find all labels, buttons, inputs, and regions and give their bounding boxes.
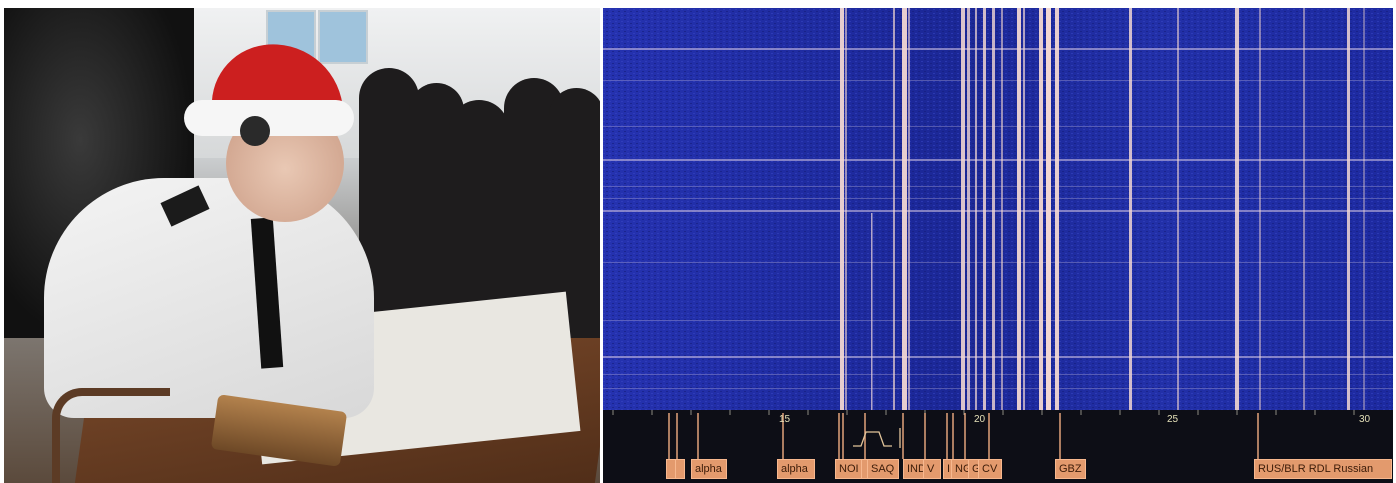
frequency-tick-label: 30 bbox=[1359, 414, 1371, 425]
signal-trace bbox=[845, 8, 847, 410]
station-tag[interactable]: GBZ bbox=[1055, 459, 1086, 479]
signal-trace bbox=[1129, 8, 1132, 410]
frequency-tick-label: 20 bbox=[974, 414, 986, 425]
signal-trace bbox=[1055, 8, 1059, 410]
operator-uniform bbox=[44, 178, 374, 418]
signal-trace bbox=[967, 8, 970, 410]
filter-passband-icon bbox=[853, 431, 892, 447]
signal-trace bbox=[1023, 8, 1025, 410]
station-tag[interactable]: NOI bbox=[835, 459, 863, 479]
signal-trace bbox=[1235, 8, 1239, 410]
hall-window bbox=[318, 10, 368, 64]
scale-ticks bbox=[612, 410, 1355, 459]
station-tag[interactable] bbox=[675, 459, 685, 479]
station-tag[interactable]: alpha bbox=[691, 459, 727, 479]
signal-trace bbox=[1046, 8, 1051, 410]
signal-trace bbox=[1001, 8, 1003, 410]
horizontal-interference bbox=[603, 48, 1393, 389]
signal-trace bbox=[1259, 8, 1261, 410]
signal-trace bbox=[871, 213, 873, 410]
signal-trace bbox=[1303, 8, 1305, 410]
waterfall-noise bbox=[603, 8, 1393, 410]
signal-trace bbox=[1363, 8, 1365, 410]
interference-line bbox=[603, 198, 1393, 199]
signal-traces bbox=[840, 8, 1365, 410]
frequency-tick-label: 15 bbox=[779, 414, 791, 425]
signal-trace bbox=[961, 8, 965, 410]
station-tag[interactable]: SAQ bbox=[867, 459, 899, 479]
interference-line bbox=[603, 186, 1393, 187]
operator-photo bbox=[4, 8, 600, 483]
signal-trace bbox=[1347, 8, 1350, 410]
signal-trace bbox=[1177, 8, 1179, 410]
signal-trace bbox=[1017, 8, 1021, 410]
headphone-icon bbox=[240, 116, 270, 146]
sdr-waterfall-panel: 15 20 25 30 alpha alpha NOI SAQ IND V I NG G CV GBZ RU… bbox=[603, 8, 1393, 483]
signal-trace bbox=[992, 8, 995, 410]
interference-line bbox=[603, 262, 1393, 263]
interference-line bbox=[603, 48, 1393, 50]
station-tag[interactable]: alpha bbox=[777, 459, 815, 479]
interference-line bbox=[603, 356, 1393, 358]
signal-trace bbox=[893, 8, 895, 410]
interference-line bbox=[603, 126, 1393, 127]
interference-line bbox=[603, 210, 1393, 212]
interference-line bbox=[603, 80, 1393, 81]
signal-trace bbox=[908, 8, 910, 410]
signal-trace bbox=[840, 8, 844, 410]
interference-line bbox=[603, 320, 1393, 321]
signal-trace bbox=[902, 8, 907, 410]
interference-line bbox=[603, 388, 1393, 389]
signal-trace bbox=[975, 8, 977, 410]
interference-line bbox=[603, 159, 1393, 161]
frequency-tick-label: 25 bbox=[1167, 414, 1179, 425]
interference-line bbox=[603, 374, 1393, 375]
signal-trace bbox=[983, 8, 986, 410]
signal-trace bbox=[1039, 8, 1043, 410]
chair bbox=[52, 388, 170, 483]
waterfall-display bbox=[603, 8, 1393, 483]
station-tag[interactable]: RUS/BLR RDL Russian bbox=[1254, 459, 1392, 479]
station-tag[interactable]: V bbox=[923, 459, 941, 479]
station-tag[interactable]: CV bbox=[978, 459, 1002, 479]
